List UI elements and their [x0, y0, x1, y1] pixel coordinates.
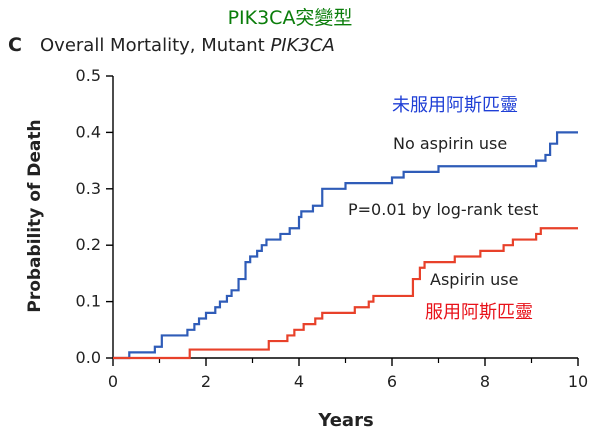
x-tick-label: 10	[568, 372, 588, 391]
chart-title: Overall Mortality, Mutant PIK3CA	[40, 35, 335, 56]
y-tick-label: 0.1	[76, 292, 101, 311]
x-tick-label: 6	[387, 372, 397, 391]
axes: 0.0 0.1 0.2 0.3 0.4 0.5 0 2 4 6 8 10	[76, 66, 589, 391]
series-no-aspirin-line	[113, 131, 578, 360]
aspirin-cn-label: 服用阿斯匹靈	[425, 302, 533, 323]
y-tick-label: 0.4	[76, 122, 101, 141]
y-tick-label: 0.0	[76, 348, 101, 367]
x-tick-label: 2	[201, 372, 211, 391]
y-axis-label: Probability of Death	[25, 119, 45, 312]
series-group	[113, 131, 578, 360]
x-tick-label: 8	[480, 372, 490, 391]
no-aspirin-label: No aspirin use	[393, 134, 507, 153]
aspirin-label: Aspirin use	[430, 270, 518, 289]
x-tick-label: 0	[108, 372, 118, 391]
y-tick-label: 0.5	[76, 66, 101, 85]
y-tick-label: 0.2	[76, 235, 101, 254]
y-tick-label: 0.3	[76, 179, 101, 198]
no-aspirin-cn-label: 未服用阿斯匹靈	[392, 95, 518, 116]
x-tick-label: 4	[294, 372, 304, 391]
annotation-top: PIK3CA突變型	[228, 7, 353, 29]
series-aspirin-line	[113, 227, 578, 360]
panel-letter: C	[8, 34, 22, 56]
pvalue-label: P=0.01 by log-rank test	[348, 200, 538, 219]
x-axis-label: Years	[317, 410, 373, 431]
